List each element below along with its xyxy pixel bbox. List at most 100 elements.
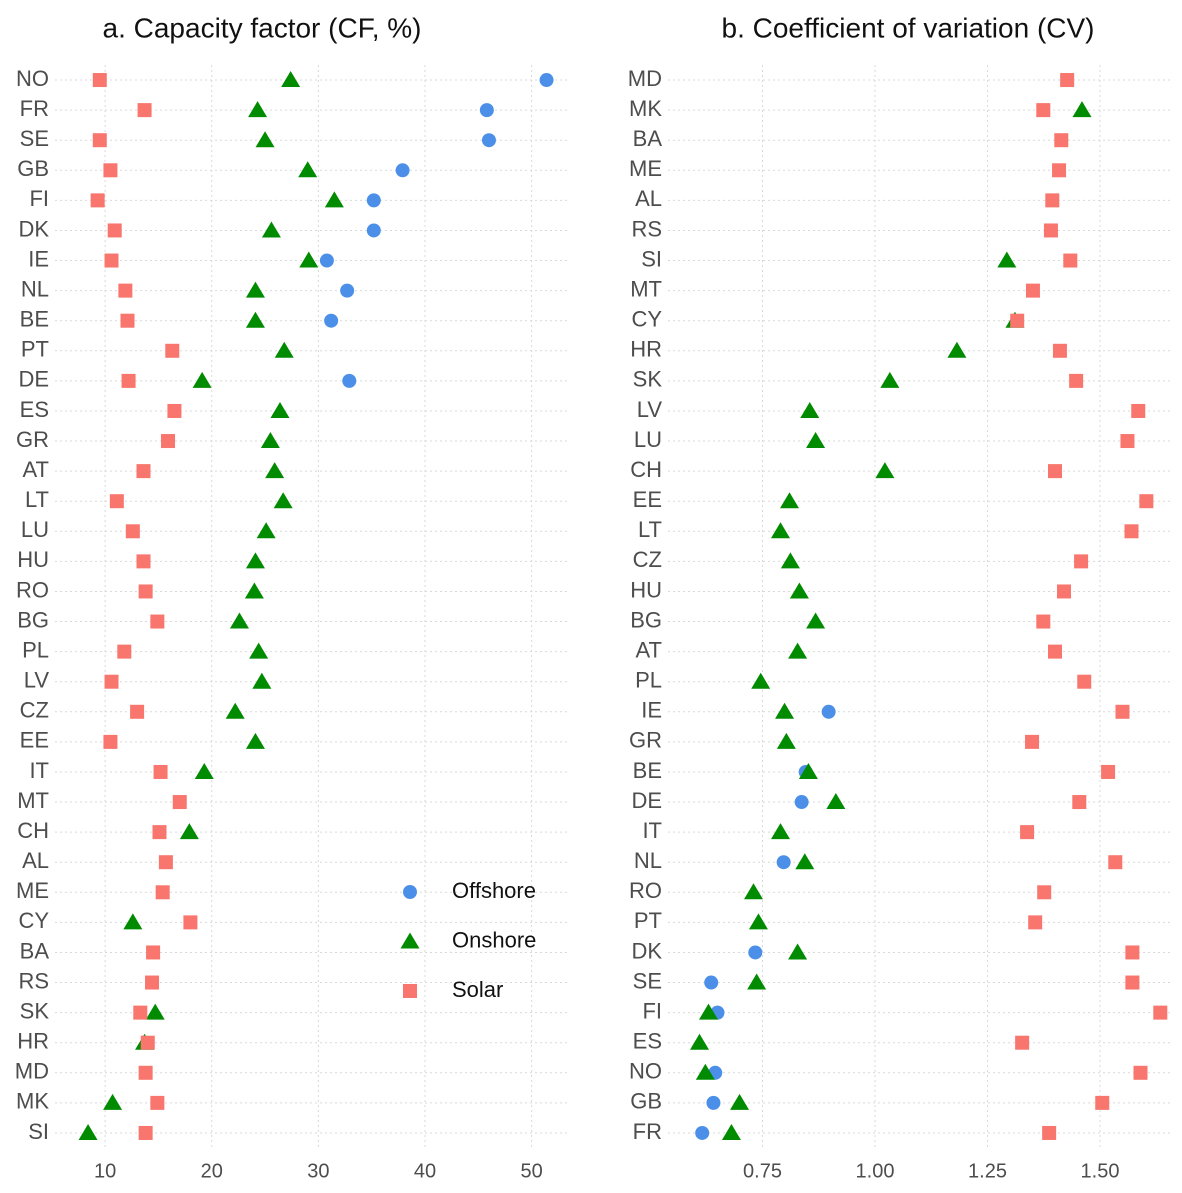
data-point: [152, 825, 167, 840]
data-point: [798, 762, 818, 779]
data-point: [78, 1123, 98, 1140]
data-point: [1025, 734, 1040, 749]
chart-title: b. Coefficient of variation (CV): [722, 12, 1095, 43]
data-point: [395, 163, 410, 178]
x-tick-label: 50: [520, 1160, 542, 1182]
data-point: [324, 191, 344, 208]
y-tick-label: RS: [631, 216, 662, 241]
y-tick-label: IT: [29, 758, 49, 783]
x-tick-label: 10: [94, 1160, 116, 1182]
data-point: [704, 975, 719, 990]
y-tick-label: LV: [637, 397, 663, 422]
data-point: [481, 133, 496, 148]
data-point: [1131, 403, 1146, 418]
data-point: [1020, 825, 1035, 840]
y-tick-label: BG: [630, 607, 662, 632]
data-point: [775, 702, 795, 719]
data-point: [1101, 764, 1116, 779]
x-tick-label: 0.75: [743, 1160, 782, 1182]
y-tick-label: LT: [638, 517, 662, 542]
data-point: [1139, 494, 1154, 509]
data-point: [324, 313, 339, 328]
data-point: [340, 283, 355, 298]
data-point: [539, 73, 554, 88]
data-point: [1010, 313, 1025, 328]
y-tick-label: LT: [25, 487, 49, 512]
data-point: [788, 642, 808, 659]
data-point: [880, 371, 900, 388]
data-point: [179, 823, 199, 840]
data-point: [229, 612, 249, 629]
y-tick-label: LU: [634, 427, 662, 452]
data-point: [256, 522, 276, 539]
y-tick-label: BA: [20, 938, 50, 963]
data-point: [1043, 223, 1058, 238]
data-point: [133, 1005, 148, 1020]
y-tick-label: ES: [20, 397, 49, 422]
y-tick-label: FR: [633, 1119, 662, 1144]
legend-label: Solar: [452, 977, 503, 1002]
legend-marker: [403, 885, 417, 899]
data-point: [800, 401, 820, 418]
y-tick-label: AT: [23, 457, 49, 482]
y-tick-label: BE: [20, 307, 49, 332]
data-point: [1072, 795, 1087, 810]
data-point: [1048, 644, 1062, 659]
data-point: [265, 462, 285, 479]
data-point: [695, 1063, 715, 1080]
data-point: [1095, 1095, 1110, 1110]
data-point: [281, 71, 301, 88]
y-tick-label: CH: [17, 818, 49, 843]
y-tick-label: BA: [633, 126, 663, 151]
data-point: [172, 795, 187, 810]
data-point: [192, 371, 212, 388]
y-tick-label: NO: [16, 66, 49, 91]
data-point: [273, 492, 293, 509]
data-point: [153, 764, 168, 779]
x-tick-label: 1.50: [1081, 1160, 1120, 1182]
y-tick-label: BG: [17, 607, 49, 632]
y-tick-label: MK: [629, 96, 662, 121]
data-point: [146, 945, 161, 960]
y-tick-label: DE: [631, 788, 662, 813]
y-tick-label: MD: [15, 1059, 49, 1084]
data-point: [1125, 945, 1140, 960]
y-tick-label: DK: [631, 938, 662, 963]
data-point: [103, 1093, 123, 1110]
data-point: [125, 524, 140, 539]
data-point: [145, 1003, 165, 1020]
data-point: [1074, 554, 1089, 569]
data-point: [137, 103, 152, 118]
data-point: [109, 494, 124, 509]
y-tick-label: CZ: [20, 698, 49, 723]
x-tick-label: 30: [307, 1160, 329, 1182]
y-tick-label: NL: [21, 276, 49, 301]
y-tick-label: LU: [21, 517, 49, 542]
data-point: [117, 644, 132, 659]
y-tick-label: EE: [20, 728, 49, 753]
data-point: [150, 614, 165, 629]
data-point: [699, 1003, 718, 1020]
data-point: [947, 341, 967, 358]
data-point: [479, 103, 494, 118]
data-point: [92, 73, 107, 88]
data-point: [245, 552, 265, 569]
legend-marker: [400, 932, 420, 949]
data-point: [1125, 975, 1140, 990]
y-tick-label: FI: [29, 186, 49, 211]
y-tick-label: RS: [18, 968, 49, 993]
y-tick-label: RO: [16, 577, 49, 602]
data-point: [1069, 373, 1084, 388]
x-tick-label: 1.25: [968, 1160, 1007, 1182]
data-point: [366, 193, 381, 208]
data-point: [107, 223, 122, 238]
data-point: [103, 734, 118, 749]
legend-label: Offshore: [452, 878, 536, 903]
y-tick-label: LV: [24, 668, 50, 693]
y-tick-label: PT: [21, 337, 49, 362]
y-tick-label: RO: [629, 878, 662, 903]
data-point: [706, 1095, 721, 1110]
data-point: [194, 762, 214, 779]
y-tick-label: NL: [634, 848, 662, 873]
data-point: [255, 131, 275, 148]
